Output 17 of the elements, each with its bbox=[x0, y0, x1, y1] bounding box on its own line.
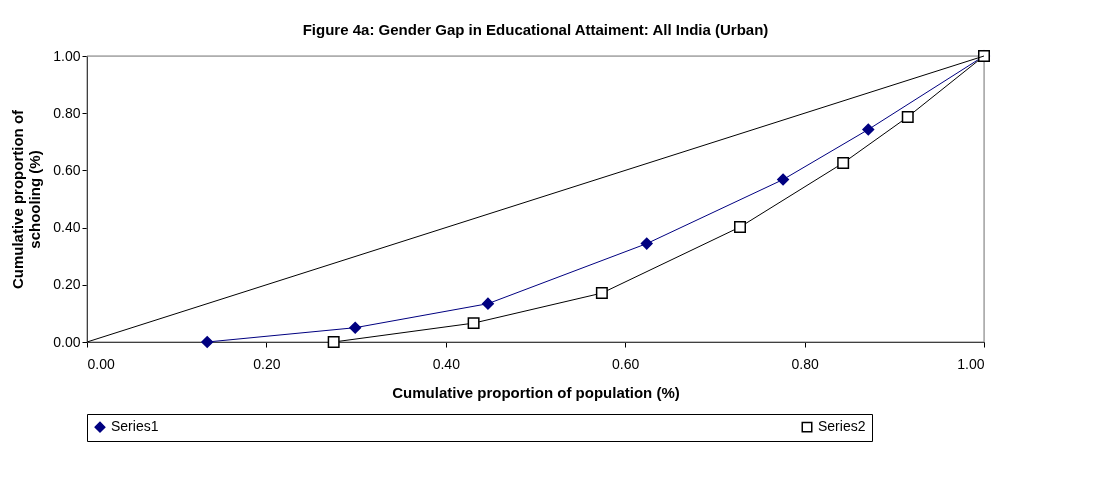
y-tick-label: 0.00 bbox=[53, 333, 81, 350]
legend-label: Series2 bbox=[818, 418, 866, 435]
y-tick-label: 0.40 bbox=[53, 219, 81, 236]
x-tick-label: 0.40 bbox=[432, 355, 461, 372]
chart-title: Figure 4a: Gender Gap in Educational Attaiment: All India (Urban) bbox=[302, 20, 769, 38]
y-tick-label: 1.00 bbox=[53, 47, 81, 64]
x-tick-label: 1.00 bbox=[957, 355, 985, 372]
y-axis-title: Cumulative proportion of schooling (%) bbox=[9, 108, 44, 290]
legend-label: Series1 bbox=[111, 418, 159, 435]
x-tick-label: 0.20 bbox=[253, 355, 281, 372]
y-tick-label: 0.60 bbox=[53, 161, 81, 178]
x-tick-label: 0.00 bbox=[87, 355, 115, 372]
x-tick-label: 0.80 bbox=[791, 355, 819, 372]
x-tick-label: 0.60 bbox=[612, 355, 640, 372]
y-tick-label: 0.20 bbox=[53, 276, 81, 293]
y-tick-label: 0.80 bbox=[53, 104, 81, 121]
x-axis-title: Cumulative proportion of population (%) bbox=[392, 383, 680, 401]
